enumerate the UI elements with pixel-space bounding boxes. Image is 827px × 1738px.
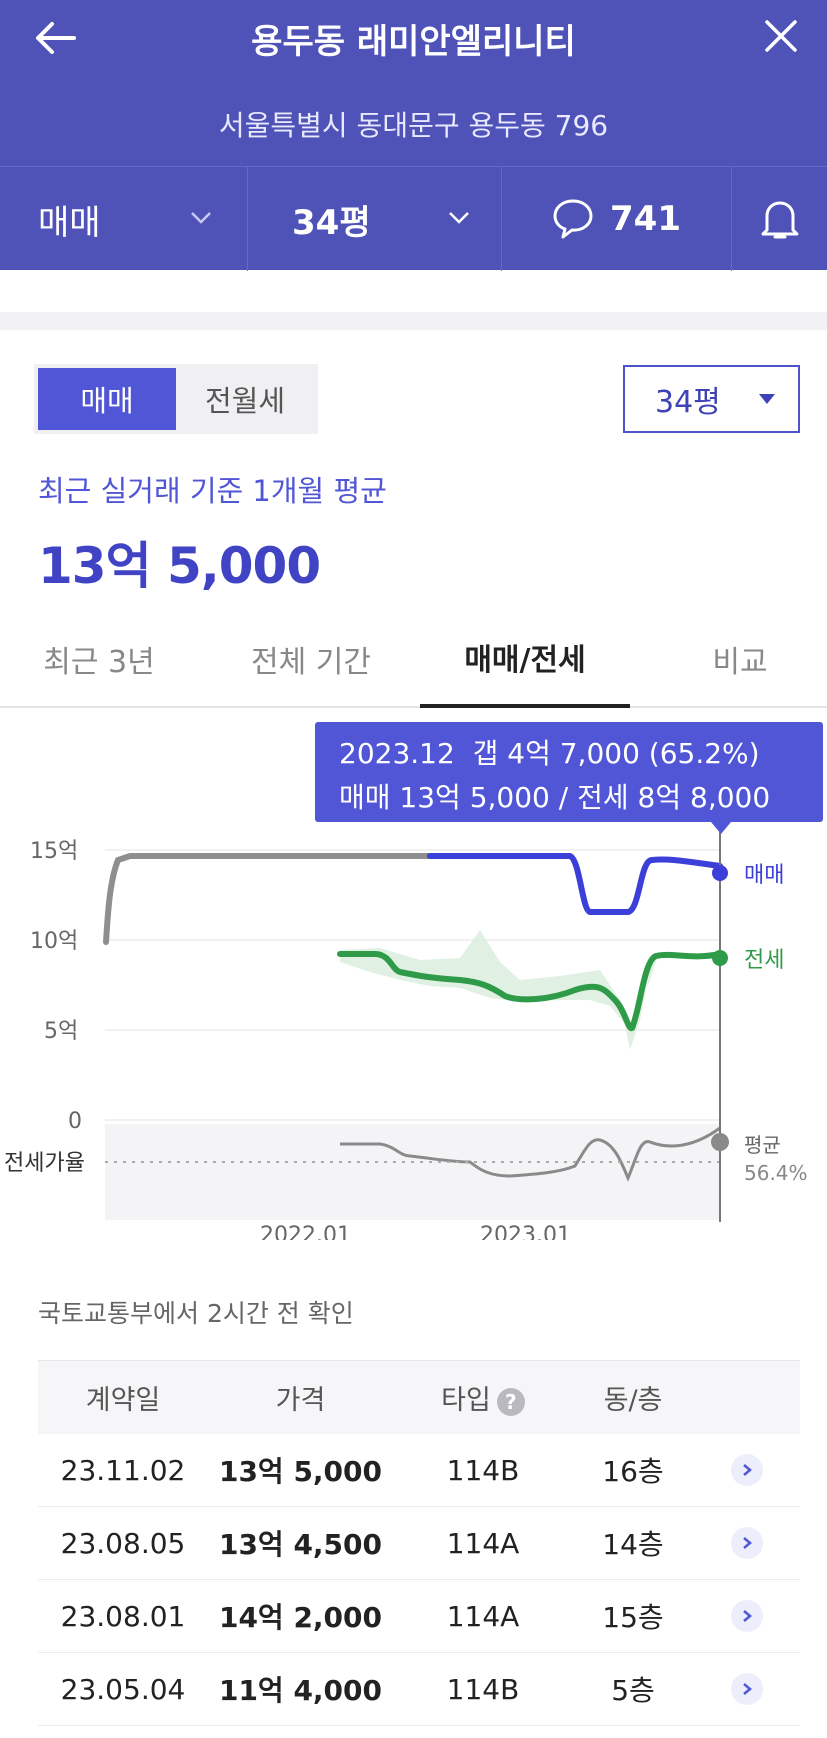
ratio-area-background	[105, 1124, 720, 1220]
chevron-down-icon	[449, 212, 469, 224]
row-detail-button[interactable]	[693, 1600, 800, 1632]
row-floor: 16층	[602, 1455, 664, 1488]
price-chart: 15억 10억 5억 0 매매 전세 평균 56.4% 전세가율 2022.01…	[4, 832, 808, 1240]
row-date: 23.11.02	[60, 1453, 186, 1487]
row-type: 114A	[446, 1599, 520, 1633]
ratio-average-value: 56.4%	[744, 1161, 808, 1185]
arrow-left-icon	[36, 22, 76, 54]
chevron-right-icon	[730, 1673, 763, 1705]
area-select[interactable]: 34평	[623, 365, 800, 433]
help-icon[interactable]: ?	[496, 1387, 525, 1416]
alert-button[interactable]	[732, 167, 827, 271]
jeonse-price-line	[337, 951, 723, 1031]
row-date: 23.08.01	[60, 1599, 186, 1633]
toggle-sale[interactable]: 매매	[38, 368, 176, 430]
row-price: 11억 4,000	[218, 1674, 383, 1707]
col-header-date: 계약일	[85, 1385, 161, 1416]
row-floor: 5층	[611, 1674, 655, 1707]
period-tabs: 최근 3년 전체 기간 매매/전세 비교	[0, 610, 827, 708]
table-row[interactable]: 23.05.04 11억 4,000 114B 5층	[38, 1653, 800, 1726]
data-source-text: 국토교통부에서 2시간 전 확인	[38, 1299, 354, 1328]
bell-icon	[761, 201, 798, 239]
sale-series-label: 매매	[744, 863, 784, 888]
average-caption: 최근 실거래 기준 1개월 평균	[38, 474, 387, 508]
jeonse-series-label: 전세	[744, 948, 784, 973]
tooltip-gap-line: 2023.12 갭 4억 7,000 (65.2%)	[339, 737, 760, 770]
sale-price-line-history	[103, 853, 433, 945]
jeonse-ratio-line	[340, 1126, 721, 1182]
title-bar: 용두동 래미안엘리니티	[0, 0, 827, 76]
section-divider	[0, 312, 827, 330]
col-header-floor: 동/층	[603, 1385, 663, 1416]
col-header-price: 가격	[275, 1385, 326, 1416]
toggle-rent[interactable]: 전월세	[204, 384, 286, 418]
ratio-point-marker[interactable]	[711, 1133, 729, 1151]
filter-bar: 매매 34평 741	[0, 166, 827, 271]
address: 서울특별시 동대문구 용두동 796	[218, 109, 609, 142]
row-detail-button[interactable]	[693, 1454, 800, 1486]
y-tick-label: 10억	[30, 929, 78, 954]
row-detail-button[interactable]	[693, 1527, 800, 1559]
table-row[interactable]: 23.11.02 13억 5,000 114B 16층	[38, 1434, 800, 1507]
table-row[interactable]: 23.08.05 13억 4,500 114A 14층	[38, 1507, 800, 1580]
row-type: 114B	[446, 1672, 520, 1706]
chart-tooltip: 2023.12 갭 4억 7,000 (65.2%) 매매 13억 5,000 …	[315, 722, 823, 822]
row-price: 14억 2,000	[218, 1601, 383, 1634]
trade-type-toggle: 매매 전월세	[34, 364, 318, 434]
row-price: 13억 5,000	[218, 1455, 383, 1488]
tab-recent-3y[interactable]: 최근 3년	[43, 645, 155, 680]
area-label: 34평	[292, 202, 371, 243]
page-title: 용두동 래미안엘리니티	[251, 22, 576, 62]
speech-bubble-icon	[553, 199, 593, 239]
area-dropdown[interactable]: 34평	[248, 167, 502, 271]
ratio-axis-label: 전세가율	[4, 1151, 85, 1176]
y-tick-label: 15억	[30, 839, 78, 864]
tab-compare[interactable]: 비교	[712, 645, 768, 680]
row-price: 13억 4,500	[218, 1528, 383, 1561]
chevron-right-icon	[730, 1527, 763, 1559]
col-header-type-label: 타입	[441, 1385, 491, 1416]
y-tick-label: 5억	[44, 1019, 78, 1044]
row-date: 23.05.04	[60, 1672, 186, 1706]
top-header: 용두동 래미안엘리니티 서울특별시 동대문구 용두동 796 매매 34평 74…	[0, 0, 827, 271]
tooltip-pointer	[711, 822, 731, 834]
sale-price-line	[427, 853, 723, 915]
caret-down-icon	[759, 394, 775, 404]
chevron-right-icon	[730, 1600, 763, 1632]
row-type: 114B	[446, 1453, 520, 1487]
row-floor: 15층	[602, 1601, 664, 1634]
table-row[interactable]: 23.08.01 14억 2,000 114A 15층	[38, 1580, 800, 1653]
deal-type-dropdown[interactable]: 매매	[0, 167, 248, 271]
tab-sale-jeonse[interactable]: 매매/전세	[420, 610, 630, 708]
jeonse-point-marker[interactable]	[712, 950, 728, 966]
sale-point-marker[interactable]	[712, 865, 728, 881]
y-tick-label: 0	[68, 1109, 82, 1134]
back-button[interactable]	[28, 14, 84, 62]
close-button[interactable]	[753, 12, 809, 60]
col-header-type: 타입?	[393, 1378, 573, 1417]
transaction-table: 계약일 가격 타입? 동/층 23.11.02 13억 5,000 114B 1…	[38, 1360, 800, 1726]
tab-all-period[interactable]: 전체 기간	[251, 645, 371, 680]
comment-count: 741	[610, 199, 681, 239]
x-tick-label: 2023.01	[480, 1223, 571, 1240]
average-price: 13억 5,000	[38, 537, 321, 595]
row-floor: 14층	[602, 1528, 664, 1561]
chevron-right-icon	[730, 1454, 763, 1486]
ratio-average-label: 평균	[744, 1133, 781, 1157]
tooltip-price-line: 매매 13억 5,000 / 전세 8억 8,000	[339, 781, 771, 814]
chevron-down-icon	[191, 212, 211, 224]
comments-button[interactable]: 741	[502, 167, 732, 271]
deal-type-label: 매매	[38, 202, 101, 243]
area-select-value: 34평	[655, 385, 721, 420]
row-type: 114A	[446, 1526, 520, 1560]
row-date: 23.08.05	[60, 1526, 186, 1560]
x-tick-label: 2022.01	[260, 1223, 351, 1240]
close-icon	[765, 20, 797, 52]
table-header: 계약일 가격 타입? 동/층	[38, 1360, 800, 1434]
row-detail-button[interactable]	[693, 1673, 800, 1705]
